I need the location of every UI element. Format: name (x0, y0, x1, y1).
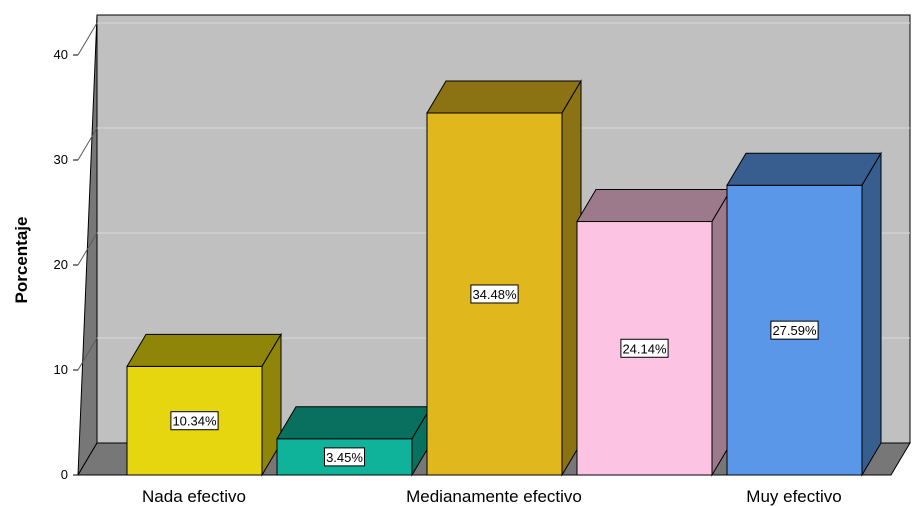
data-label-box (170, 411, 219, 431)
data-label-box (620, 338, 669, 358)
chart-left-wall (77, 14, 98, 476)
x-category-label: Medianamente efectivo (406, 487, 582, 506)
data-label-box (470, 284, 519, 304)
bar-top (126, 333, 282, 367)
data-label: 3.45% (326, 450, 363, 465)
bar-2: 3.45% (276, 404, 432, 477)
bars: 10.34% 3.45% 34.48% 24.14% 27.59% (126, 79, 882, 477)
bar-top (726, 152, 882, 186)
gridline-side (77, 232, 98, 266)
data-label: 27.59% (772, 323, 817, 338)
x-axis-labels: Nada efectivo Medianamente efectivo Muy ef… (142, 487, 842, 506)
bar-top (576, 189, 732, 223)
bar-4: 24.14% (576, 187, 732, 477)
x-category-label: Muy efectivo (746, 487, 841, 506)
data-label: 10.34% (172, 414, 217, 429)
bar-top (276, 406, 432, 440)
y-tick-label: 30 (54, 152, 68, 167)
data-label-box (770, 320, 819, 340)
data-label-box (324, 447, 365, 467)
y-axis-ticks: 0 10 20 30 40 (54, 47, 78, 482)
y-tick-label: 20 (54, 257, 68, 272)
bar-top (426, 80, 582, 114)
gridline-side (77, 337, 98, 371)
y-tick-label: 40 (54, 47, 68, 62)
bar-3: 34.48% (426, 79, 582, 477)
y-tick-label: 0 (61, 467, 68, 482)
x-category-label: Nada efectivo (142, 487, 246, 506)
data-label: 34.48% (472, 287, 517, 302)
y-tick-label: 10 (54, 362, 68, 377)
y-axis-title: Porcentaje (12, 217, 31, 304)
bar-side (861, 151, 882, 477)
gridline-side (77, 22, 98, 56)
data-label: 24.14% (622, 341, 667, 356)
bar-1: 10.34% (126, 332, 282, 477)
bar-5: 27.59% (726, 151, 882, 477)
gridline-side (77, 127, 98, 161)
